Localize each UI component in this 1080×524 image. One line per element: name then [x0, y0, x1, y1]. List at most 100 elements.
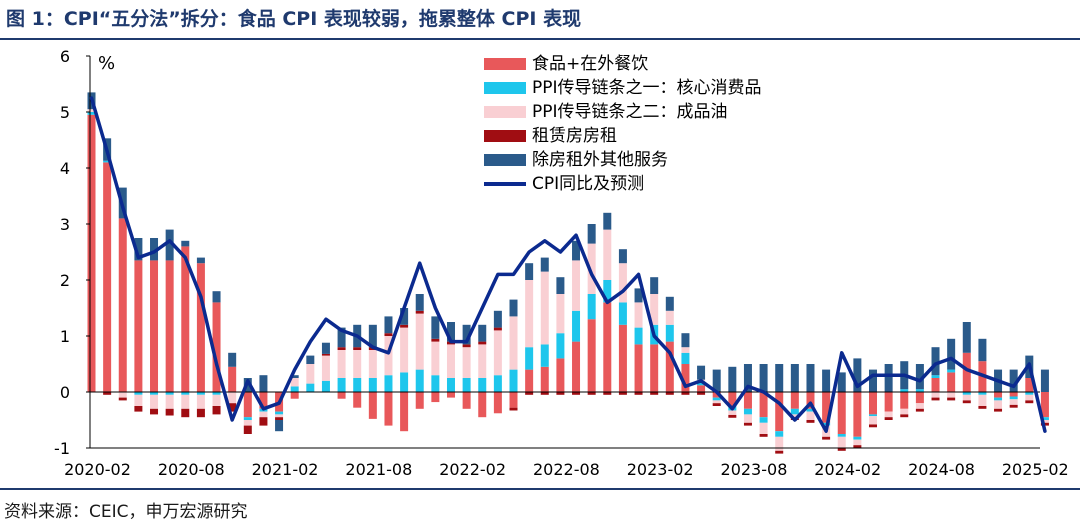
bar-services-31 — [572, 240, 581, 261]
y-tick-label: 3 — [60, 215, 70, 234]
bar-ppi_oil-59 — [1009, 399, 1018, 405]
bar-rent-57 — [978, 406, 987, 409]
bar-ppi_oil-56 — [962, 394, 971, 401]
bar-ppi_core-29 — [540, 344, 549, 367]
bar-ppi_core-20 — [400, 372, 409, 392]
bar-ppi_oil-40 — [712, 400, 721, 404]
bar-rent-10 — [243, 425, 252, 434]
bar-services-14 — [306, 355, 315, 364]
legend-label-ppi_oil: PPI传导链条之二：成品油 — [532, 102, 728, 122]
bar-services-6 — [181, 240, 190, 247]
bar-ppi_oil-38 — [681, 347, 690, 353]
bar-rent-12 — [275, 417, 284, 420]
bar-ppi_oil-43 — [759, 422, 768, 434]
bar-ppi_core-61 — [1040, 417, 1049, 420]
bar-rent-42 — [743, 422, 752, 426]
bar-ppi_core-52 — [900, 389, 909, 392]
bar-services-13 — [290, 375, 299, 378]
bar-ppi_oil-7 — [196, 394, 205, 409]
x-tick-label: 2023-02 — [627, 460, 694, 479]
legend-swatch-ppi_oil — [484, 106, 526, 118]
bar-services-7 — [196, 257, 205, 264]
bar-food-49 — [853, 392, 862, 437]
bar-services-42 — [743, 364, 752, 392]
bar-food-58 — [994, 392, 1003, 398]
bar-services-23 — [446, 322, 455, 342]
bar-ppi_core-30 — [556, 333, 565, 359]
bar-ppi_core-60 — [1025, 392, 1034, 395]
bar-ppi_core-56 — [962, 392, 971, 395]
bar-rent-34 — [618, 392, 627, 395]
bar-rent-25 — [478, 341, 487, 345]
bar-services-15 — [321, 342, 330, 354]
bar-rent-40 — [712, 403, 721, 406]
bar-services-35 — [634, 288, 643, 303]
bar-food-34 — [618, 324, 627, 392]
bar-ppi_core-46 — [806, 408, 815, 412]
bar-food-33 — [603, 302, 612, 392]
bar-food-4 — [150, 260, 159, 392]
bar-ppi_oil-22 — [431, 341, 440, 376]
bar-ppi_oil-48 — [837, 436, 846, 448]
bar-services-55 — [947, 338, 956, 370]
bar-services-41 — [728, 366, 737, 392]
bar-ppi_oil-44 — [775, 436, 784, 451]
bar-ppi_core-31 — [572, 310, 581, 342]
bar-food-10 — [243, 392, 252, 418]
bar-rent-15 — [321, 353, 330, 356]
bar-ppi_core-7 — [196, 392, 205, 395]
bar-food-23 — [446, 392, 455, 398]
bar-food-44 — [775, 392, 784, 432]
bar-ppi_oil-32 — [587, 243, 596, 294]
bar-food-36 — [650, 344, 659, 392]
bar-ppi_core-34 — [618, 302, 627, 325]
bar-services-21 — [415, 294, 424, 311]
bar-ppi_oil-0 — [87, 109, 96, 112]
bar-ppi_core-57 — [978, 392, 987, 395]
bar-services-11 — [259, 375, 268, 392]
bar-food-56 — [962, 352, 971, 392]
bar-services-30 — [556, 277, 565, 294]
bar-food-55 — [947, 372, 956, 392]
bar-ppi_oil-33 — [603, 229, 612, 280]
bar-rent-30 — [556, 392, 565, 395]
bar-services-22 — [431, 316, 440, 339]
bar-services-19 — [384, 316, 393, 334]
y-tick-label: 0 — [60, 383, 70, 402]
bar-services-9 — [228, 352, 237, 367]
bar-ppi_core-18 — [368, 378, 377, 392]
bar-rent-5 — [165, 408, 174, 416]
bar-food-59 — [1009, 392, 1018, 397]
y-axis-unit: % — [98, 53, 115, 74]
bar-services-53 — [915, 364, 924, 390]
bar-rent-2 — [118, 397, 127, 401]
bar-ppi_oil-51 — [884, 411, 893, 418]
bar-rent-17 — [353, 347, 362, 350]
bar-ppi_oil-24 — [462, 347, 471, 378]
source-note: 资料来源：CEIC，申万宏源研究 — [4, 502, 248, 522]
y-tick-label: 1 — [60, 327, 70, 346]
bar-ppi_core-24 — [462, 378, 471, 392]
bar-services-3 — [134, 238, 143, 261]
bar-ppi_oil-6 — [181, 394, 190, 409]
bar-ppi_core-45 — [790, 408, 799, 415]
bar-ppi_oil-9 — [228, 392, 237, 404]
bar-rent-26 — [493, 327, 502, 331]
bar-ppi_oil-57 — [978, 394, 987, 406]
bar-food-32 — [587, 319, 596, 392]
bar-services-29 — [540, 257, 549, 272]
legend-label-rent: 租赁房房租 — [532, 126, 617, 146]
bar-ppi_core-19 — [384, 375, 393, 392]
bar-ppi_oil-19 — [384, 336, 393, 376]
bar-food-18 — [368, 392, 377, 419]
bar-ppi_oil-31 — [572, 260, 581, 311]
bar-ppi_core-26 — [493, 375, 502, 392]
bar-services-36 — [650, 277, 659, 294]
bar-services-59 — [1009, 369, 1018, 392]
bar-ppi_oil-26 — [493, 330, 502, 376]
bar-services-47 — [822, 369, 831, 392]
bar-rent-39 — [697, 392, 706, 395]
bar-food-30 — [556, 358, 565, 392]
bar-rent-43 — [759, 434, 768, 437]
bar-services-28 — [525, 263, 534, 280]
